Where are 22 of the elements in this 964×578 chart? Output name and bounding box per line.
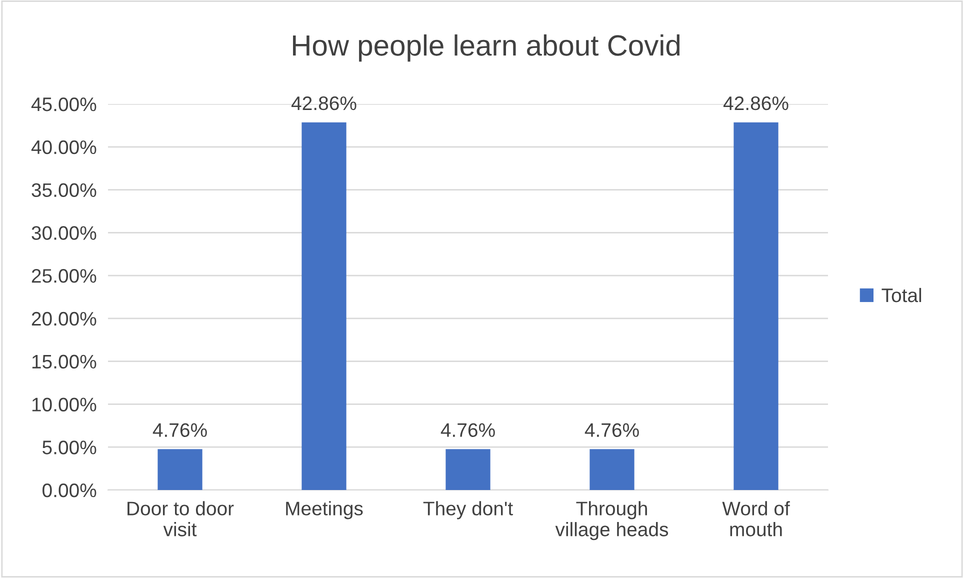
data-label: 42.86% bbox=[291, 96, 356, 110]
y-tick-label: 20.00% bbox=[32, 312, 96, 326]
y-tick-label: 10.00% bbox=[32, 398, 96, 412]
chart-title: How people learn about Covid bbox=[293, 34, 680, 62]
data-label: 4.76% bbox=[152, 423, 207, 437]
x-tick-label: They don't bbox=[423, 501, 513, 520]
y-tick-label: 15.00% bbox=[32, 354, 96, 369]
y-tick-label: 5.00% bbox=[42, 440, 96, 454]
x-tick-label: Door to door visit bbox=[128, 501, 234, 536]
y-tick-label: 45.00% bbox=[31, 97, 96, 112]
y-tick-label: 25.00% bbox=[32, 269, 96, 283]
x-tick-label: Meetings bbox=[286, 501, 363, 520]
legend-label: Total bbox=[882, 288, 922, 302]
x-tick-label: Through village heads bbox=[555, 501, 668, 540]
data-label: 4.76% bbox=[440, 423, 495, 437]
y-tick-label: 40.00% bbox=[31, 140, 96, 154]
x-tick-label: Word of mouth bbox=[722, 501, 790, 536]
y-tick-label: 30.00% bbox=[32, 226, 96, 240]
y-tick-label: 0.00% bbox=[42, 483, 96, 498]
data-label: 42.86% bbox=[723, 96, 788, 110]
y-tick-label: 35.00% bbox=[32, 183, 96, 198]
data-label: 4.76% bbox=[584, 423, 639, 437]
